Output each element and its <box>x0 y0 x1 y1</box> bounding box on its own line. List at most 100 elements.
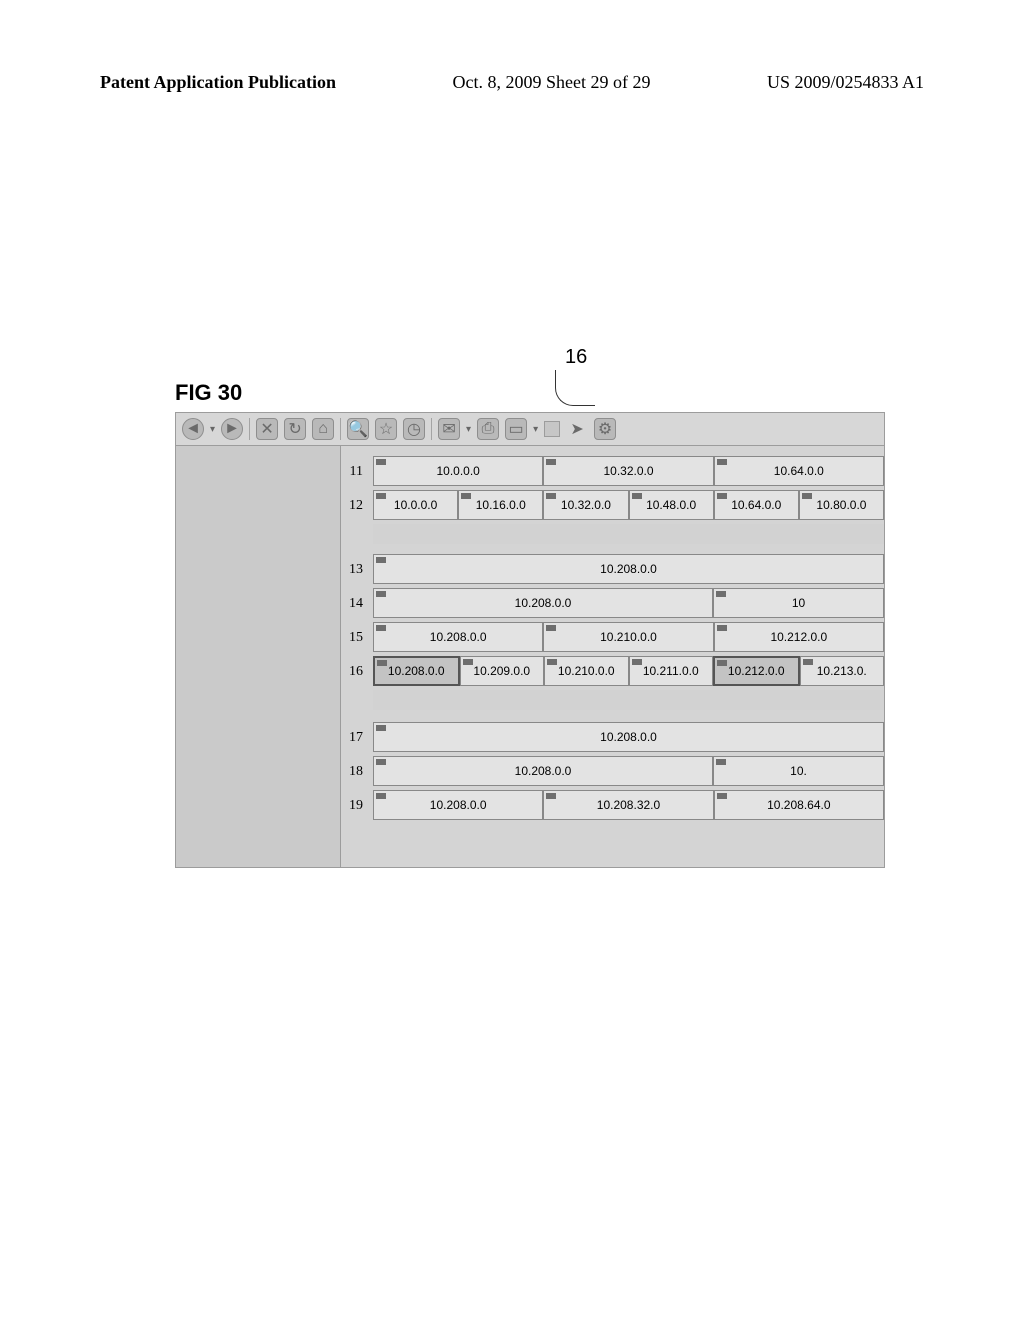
header-middle: Oct. 8, 2009 Sheet 29 of 29 <box>453 72 651 93</box>
refresh-icon[interactable]: ↻ <box>284 418 306 440</box>
cell-tick-icon <box>717 459 727 465</box>
ip-cell-label: 10.64.0.0 <box>731 498 781 512</box>
ip-row: 10.208.0.0 10 <box>373 588 884 618</box>
ip-cell[interactable]: 10.210.0.0 <box>544 656 629 686</box>
ip-row: 10.208.0.0 <box>373 554 884 584</box>
ip-cell-label: 10.208.0.0 <box>515 764 572 778</box>
cell-tick-icon <box>376 793 386 799</box>
cursor-icon[interactable]: ➤ <box>566 418 588 440</box>
cell-tick-icon <box>717 793 727 799</box>
row-gap <box>373 690 884 710</box>
ip-cell[interactable]: 10.212.0.0 <box>713 656 800 686</box>
app-body: 11 12 13 14 15 16 17 18 19 10.0.0.010.32… <box>175 446 885 868</box>
edit-icon[interactable]: ▭ <box>505 418 527 440</box>
ip-cell[interactable]: 10.0.0.0 <box>373 490 458 520</box>
figure-label: FIG 30 <box>175 380 885 406</box>
toolbar-separator <box>340 418 341 440</box>
ip-cell[interactable]: 10.213.0. <box>800 656 885 686</box>
blank-icon[interactable] <box>544 421 560 437</box>
favorites-icon[interactable]: ☆ <box>375 418 397 440</box>
ip-cell-label: 10.208.0.0 <box>600 562 657 576</box>
ip-cell[interactable]: 10.211.0.0 <box>629 656 714 686</box>
row-number: 14 <box>341 596 363 612</box>
cell-tick-icon <box>803 659 813 665</box>
ip-cell-label: 10.211.0.0 <box>643 664 699 678</box>
ip-cell[interactable]: 10.208.0.0 <box>373 790 543 820</box>
ip-cell-label: 10.80.0.0 <box>816 498 866 512</box>
row-number: 12 <box>341 498 363 514</box>
callout-number: 16 <box>565 346 587 369</box>
cell-tick-icon <box>632 659 642 665</box>
ip-row: 10.208.0.0 10.208.32.0 10.208.64.0 <box>373 790 884 820</box>
ip-cell[interactable]: 10.0.0.0 <box>373 456 543 486</box>
ip-cell[interactable]: 10.32.0.0 <box>543 456 713 486</box>
ip-cell[interactable]: 10.208.0.0 <box>373 656 460 686</box>
stop-icon[interactable]: ✕ <box>256 418 278 440</box>
ip-cell[interactable]: 10.212.0.0 <box>714 622 884 652</box>
ip-cell[interactable]: 10 <box>713 588 884 618</box>
home-icon[interactable]: ⌂ <box>312 418 334 440</box>
cell-tick-icon <box>463 659 473 665</box>
dropdown-icon[interactable]: ▾ <box>466 424 471 435</box>
ip-row: 10.0.0.0 10.16.0.0 10.32.0.0 10.48.0.0 10.64… <box>373 490 884 520</box>
row-number: 19 <box>341 798 363 814</box>
back-icon[interactable]: ◄ <box>182 418 204 440</box>
ip-cell[interactable]: 10.64.0.0 <box>714 490 799 520</box>
ip-cell[interactable]: 10.209.0.0 <box>460 656 545 686</box>
search-icon[interactable]: 🔍 <box>347 418 369 440</box>
toolbar-separator <box>431 418 432 440</box>
ip-row: 10.0.0.0 10.32.0.0 10.64.0.0 <box>373 456 884 486</box>
ip-cell-label: 10.208.0.0 <box>430 630 487 644</box>
cell-tick-icon <box>376 493 386 499</box>
ip-cell-label: 10.208.32.0 <box>597 798 660 812</box>
cell-tick-icon <box>802 493 812 499</box>
toolbar-separator <box>249 418 250 440</box>
ip-cell-label: 10.32.0.0 <box>561 498 611 512</box>
ip-cell[interactable]: 10.48.0.0 <box>629 490 714 520</box>
ip-cell-label: 10.32.0.0 <box>603 464 653 478</box>
cell-tick-icon <box>376 591 386 597</box>
ip-cell-label: 10.212.0.0 <box>770 630 827 644</box>
page-header: Patent Application Publication Oct. 8, 2… <box>0 72 1024 93</box>
ip-cell[interactable]: 10.64.0.0 <box>714 456 884 486</box>
ip-cell-label: 10.210.0.0 <box>558 664 615 678</box>
forward-icon[interactable]: ► <box>221 418 243 440</box>
ip-cell-label: 10.208.0.0 <box>515 596 572 610</box>
ip-cell-label: 10.208.0.0 <box>600 730 657 744</box>
ip-cell[interactable]: 10.208.32.0 <box>543 790 713 820</box>
cell-tick-icon <box>376 625 386 631</box>
ip-grid-pane: 11 12 13 14 15 16 17 18 19 10.0.0.010.32… <box>341 446 884 867</box>
ip-cell[interactable]: 10.208.0.0 <box>373 722 884 752</box>
mail-icon[interactable]: ✉ <box>438 418 460 440</box>
dropdown-icon[interactable]: ▾ <box>533 424 538 435</box>
ip-cell[interactable]: 10.208.0.0 <box>373 588 713 618</box>
history-icon[interactable]: ◷ <box>403 418 425 440</box>
cell-tick-icon <box>546 493 556 499</box>
ip-cell-label: 10.0.0.0 <box>394 498 437 512</box>
ip-cell[interactable]: 10.208.0.0 <box>373 622 543 652</box>
ip-cell[interactable]: 10.16.0.0 <box>458 490 543 520</box>
print-icon[interactable]: ⎙ <box>477 418 499 440</box>
cell-tick-icon <box>461 493 471 499</box>
cell-tick-icon <box>376 759 386 765</box>
dropdown-icon[interactable]: ▾ <box>210 424 215 435</box>
ip-cell[interactable]: 10. <box>713 756 884 786</box>
ip-cell[interactable]: 10.208.0.0 <box>373 554 884 584</box>
cell-tick-icon <box>376 557 386 563</box>
ip-cell[interactable]: 10.210.0.0 <box>543 622 713 652</box>
ip-cell[interactable]: 10.80.0.0 <box>799 490 884 520</box>
ip-cell-label: 10.212.0.0 <box>728 664 785 678</box>
ip-cell-label: 10.209.0.0 <box>473 664 530 678</box>
ip-cell[interactable]: 10.208.0.0 <box>373 756 713 786</box>
ip-cell[interactable]: 10.32.0.0 <box>543 490 628 520</box>
cell-tick-icon <box>716 759 726 765</box>
header-right: US 2009/0254833 A1 <box>767 72 924 93</box>
ip-cell[interactable]: 10.208.64.0 <box>714 790 884 820</box>
ip-row: 10.208.0.0 10.210.0.0 10.212.0.0 <box>373 622 884 652</box>
settings-icon[interactable]: ⚙ <box>594 418 616 440</box>
ip-cell-label: 10.64.0.0 <box>774 464 824 478</box>
figure-container: FIG 30 16 ◄ ▾ ► ✕ ↻ ⌂ 🔍 ☆ ◷ ✉ ▾ ⎙ ▭ ▾ ➤ … <box>175 380 885 868</box>
ip-cell-label: 10.16.0.0 <box>476 498 526 512</box>
cell-tick-icon <box>717 493 727 499</box>
cell-tick-icon <box>376 725 386 731</box>
